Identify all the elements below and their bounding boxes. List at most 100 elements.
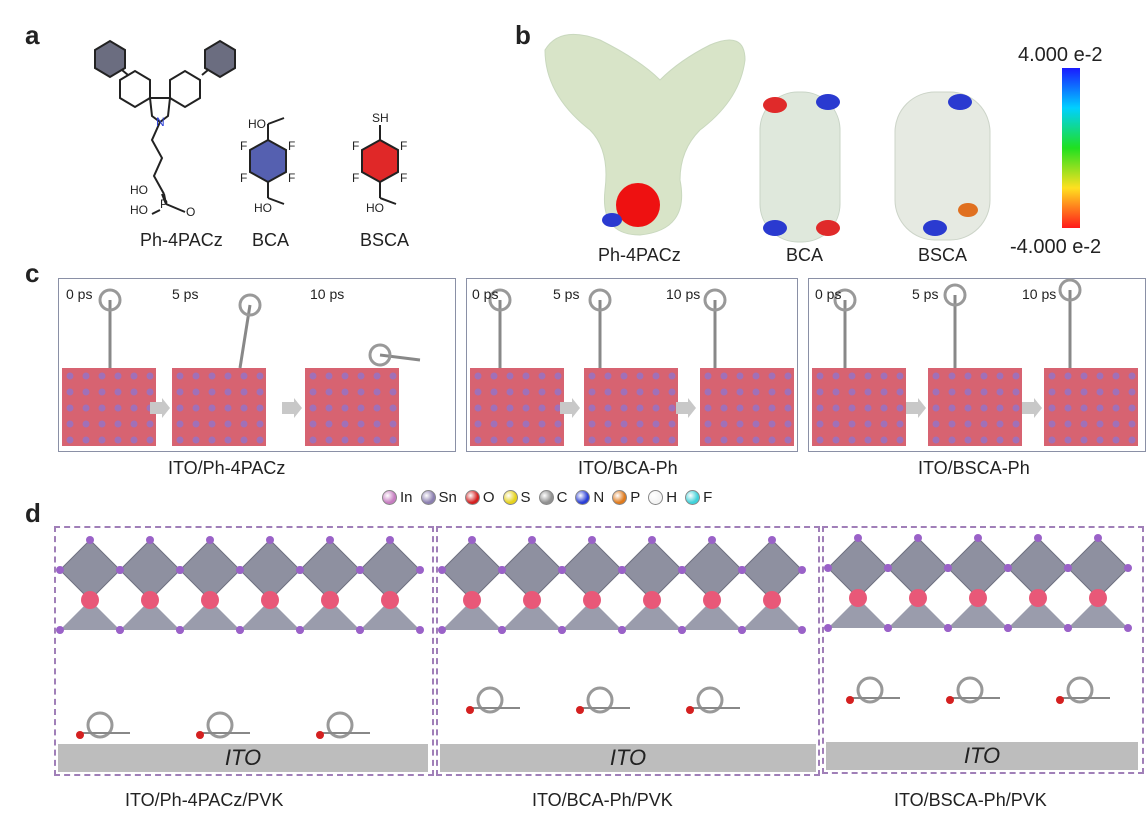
panel-d-interface-models — [56, 534, 1132, 739]
legend-dot-n — [575, 489, 591, 505]
legend-item-f: F — [685, 489, 712, 506]
legend-text-sn: Sn — [438, 488, 457, 506]
panel-a-structures: N P O HO HO HO HO HO SH F F F F F F F F — [94, 39, 407, 219]
atom-f-2: F — [288, 139, 295, 153]
ito-slab-5 — [584, 368, 678, 446]
panel-b-letter: b — [515, 20, 531, 50]
ito-slab-6 — [700, 368, 794, 446]
c2-time-10: 10 ps — [666, 286, 701, 302]
legend-item-h: H — [648, 489, 677, 506]
c1-time-0: 0 ps — [66, 286, 93, 302]
legend-item-sn: Sn — [420, 488, 457, 506]
time-arrow-6 — [1022, 398, 1042, 418]
adsorbed-molecule-5 — [588, 288, 612, 368]
c-label-3: ITO/BSCA-Ph — [918, 458, 1030, 478]
legend-text-n: N — [593, 488, 605, 506]
ito-slab-8 — [928, 368, 1022, 446]
adsorbed-molecule-4 — [488, 288, 512, 368]
interface-molecule-1 — [76, 711, 130, 739]
c3-time-0: 0 ps — [815, 286, 842, 302]
panel-a-letter: a — [25, 20, 40, 50]
legend-text-p: P — [630, 488, 641, 506]
legend-dot-h — [648, 489, 664, 505]
interface-molecule-6 — [686, 686, 740, 714]
panel-c-letter: c — [25, 258, 40, 288]
perovskite-lattice-3 — [824, 534, 1132, 632]
interface-molecule-5 — [576, 686, 630, 714]
atom-ho-1: HO — [130, 183, 148, 197]
ito-slab-7 — [812, 368, 906, 446]
d-ito-1: ITO — [58, 744, 428, 772]
time-arrow-3 — [560, 398, 580, 418]
atom-ho-3: HO — [248, 117, 266, 131]
atom-ho-4: HO — [254, 201, 272, 215]
legend-text-in: In — [400, 488, 413, 506]
c2-time-0: 0 ps — [472, 286, 499, 302]
interface-molecule-9 — [1056, 676, 1110, 704]
panel-c-md-snapshots — [62, 278, 1138, 446]
c3-time-10: 10 ps — [1022, 286, 1057, 302]
d-box-1 — [54, 526, 434, 776]
d-ito-2: ITO — [440, 744, 816, 772]
panel-b-esp-maps — [544, 33, 1080, 243]
time-arrow-1 — [150, 398, 170, 418]
d-label-2: ITO/BCA-Ph/PVK — [532, 790, 673, 810]
atom-o: O — [186, 205, 195, 219]
legend-dot-c — [538, 489, 554, 505]
legend-dot-p — [612, 489, 628, 505]
ito-slab-1 — [62, 368, 156, 446]
ito-slab-3 — [305, 368, 399, 446]
adsorbed-molecule-6 — [703, 288, 727, 368]
atom-f-4: F — [288, 171, 295, 185]
legend-text-o: O — [482, 488, 495, 506]
adsorbed-molecule-8 — [943, 283, 967, 368]
legend-dot-s — [502, 489, 518, 505]
legend-item-s: S — [502, 488, 531, 506]
interface-molecule-4 — [466, 686, 520, 714]
c-label-1: ITO/Ph-4PACz — [168, 458, 286, 478]
panel-d-letter: d — [25, 498, 41, 528]
perovskite-lattice-1 — [56, 536, 424, 634]
atom-f-7: F — [352, 171, 359, 185]
atom-n: N — [156, 115, 165, 129]
d-label-3: ITO/BSCA-Ph/PVK — [894, 790, 1047, 810]
atom-f-3: F — [240, 171, 247, 185]
legend-dot-f — [685, 489, 701, 505]
interface-molecule-8 — [946, 676, 1000, 704]
interface-molecule-7 — [846, 676, 900, 704]
colorbar-max-label: 4.000 e-2 — [1018, 44, 1103, 66]
legend-text-s: S — [520, 488, 531, 506]
atom-p: P — [160, 197, 168, 211]
c1-time-10: 10 ps — [310, 286, 345, 302]
ito-slab-4 — [470, 368, 564, 446]
legend-item-p: P — [612, 489, 640, 506]
a-label-ph4pacz: Ph-4PACz — [140, 230, 223, 250]
atom-sh: SH — [372, 111, 389, 125]
perovskite-lattice-2 — [438, 536, 806, 634]
a-label-bca: BCA — [252, 230, 290, 250]
b-label-ph4pacz: Ph-4PACz — [598, 245, 681, 265]
b-label-bsca: BSCA — [918, 245, 968, 265]
time-arrow-5 — [906, 398, 926, 418]
atom-ho-5: HO — [366, 201, 384, 215]
a-label-bsca: BSCA — [360, 230, 410, 250]
legend-item-in: In — [382, 489, 413, 506]
c-label-2: ITO/BCA-Ph — [578, 458, 678, 478]
colorbar-min-label: -4.000 e-2 — [1010, 236, 1102, 258]
ito-slab-9 — [1044, 368, 1138, 446]
c1-time-5: 5 ps — [172, 286, 199, 302]
atom-f-1: F — [240, 139, 247, 153]
ito-slab-2 — [172, 368, 266, 446]
adsorbed-molecule-3 — [368, 343, 421, 367]
d-label-1: ITO/Ph-4PACz/PVK — [125, 790, 284, 810]
atom-f-6: F — [400, 139, 407, 153]
c2-time-5: 5 ps — [553, 286, 580, 302]
legend-item-o: O — [464, 488, 495, 506]
d-box-3 — [822, 526, 1144, 774]
b-label-bca: BCA — [786, 245, 824, 265]
legend-item-n: N — [575, 489, 604, 506]
atom-ho-2: HO — [130, 203, 148, 217]
legend-dot-sn — [420, 489, 436, 505]
adsorbed-molecule-2 — [238, 293, 262, 369]
atom-f-8: F — [400, 171, 407, 185]
